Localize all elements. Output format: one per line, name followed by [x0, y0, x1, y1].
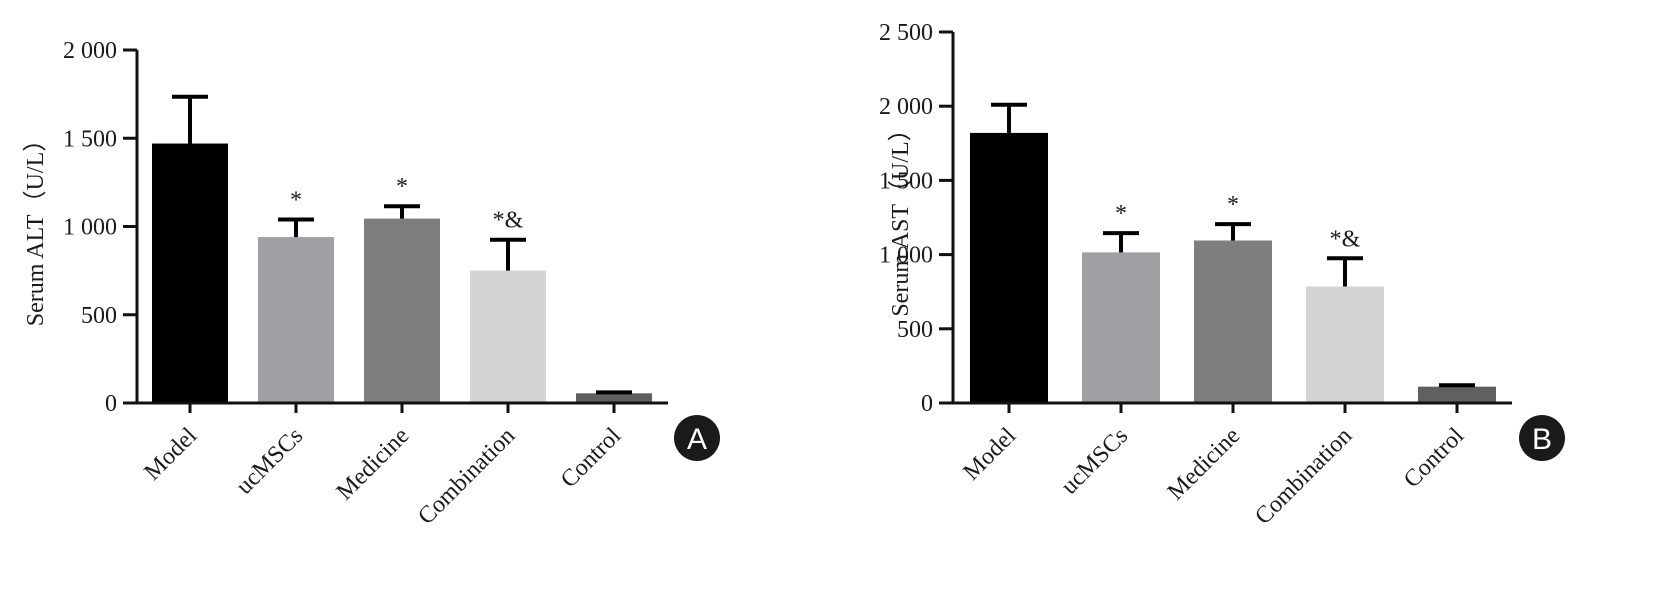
y-tick-label: 1 000	[880, 243, 933, 269]
chart-panel-a: * * *& 0 500 1 000 1 500 2 000 Model ucMSCs Medi…	[0, 0, 790, 604]
bar-combination	[1306, 286, 1384, 403]
category-label-model: Model	[140, 423, 203, 486]
panel-letter: A	[687, 423, 707, 456]
y-axis-title: Serum AST（U/L）	[888, 117, 914, 316]
bar-ucmscs	[258, 237, 334, 403]
category-label-control: Control	[556, 423, 626, 493]
y-tick-label: 500	[81, 303, 117, 329]
panel-letter: B	[1532, 423, 1552, 456]
y-tick-label: 1 500	[880, 168, 933, 194]
y-axis-title: Serum ALT（U/L）	[23, 128, 49, 326]
bar-combination	[470, 270, 546, 403]
chart-a-svg: * * *& 0 500 1 000 1 500 2 000 Model ucMSCs Medi…	[23, 38, 720, 530]
significance-marker: *&	[493, 208, 524, 234]
category-label-model: Model	[959, 423, 1022, 486]
category-label-medicine: Medicine	[1163, 423, 1245, 505]
significance-marker: *	[290, 187, 302, 213]
significance-marker: *	[396, 174, 408, 200]
chart-b-svg: * * *& 0 500 1 000 1 500 2 000 2 500 Model ucMSC…	[880, 20, 1565, 530]
y-tick-label: 2 000	[880, 94, 933, 120]
bar-medicine	[364, 218, 440, 403]
chart-panel-b: * * *& 0 500 1 000 1 500 2 000 2 500 Model ucMSC…	[880, 0, 1680, 604]
significance-marker: *	[1227, 192, 1239, 218]
category-label-control: Control	[1399, 423, 1469, 493]
category-label-ucmscs: ucMSCs	[1056, 423, 1133, 500]
y-tick-label: 1 000	[63, 215, 117, 241]
bar-ucmscs	[1082, 252, 1160, 403]
bar-model	[152, 143, 228, 404]
category-label-medicine: Medicine	[332, 423, 414, 505]
significance-marker: *	[1115, 201, 1127, 227]
bar-medicine	[1194, 240, 1272, 403]
panel-label-badge	[1519, 415, 1565, 461]
y-tick-label: 0	[105, 391, 117, 417]
panel-label-badge	[674, 415, 720, 461]
significance-marker: *&	[1330, 226, 1361, 252]
y-tick-label: 1 500	[63, 126, 117, 152]
y-tick-label: 2 000	[63, 38, 117, 64]
bar-control	[1418, 386, 1496, 403]
category-label-combination: Combination	[413, 423, 520, 530]
y-tick-label: 2 500	[880, 20, 933, 46]
category-label-combination: Combination	[1250, 423, 1357, 530]
y-tick-label: 500	[897, 317, 933, 343]
bar-control	[576, 393, 652, 403]
category-label-ucmscs: ucMSCs	[231, 423, 308, 500]
y-tick-label: 0	[921, 391, 933, 417]
bar-model	[970, 132, 1048, 404]
